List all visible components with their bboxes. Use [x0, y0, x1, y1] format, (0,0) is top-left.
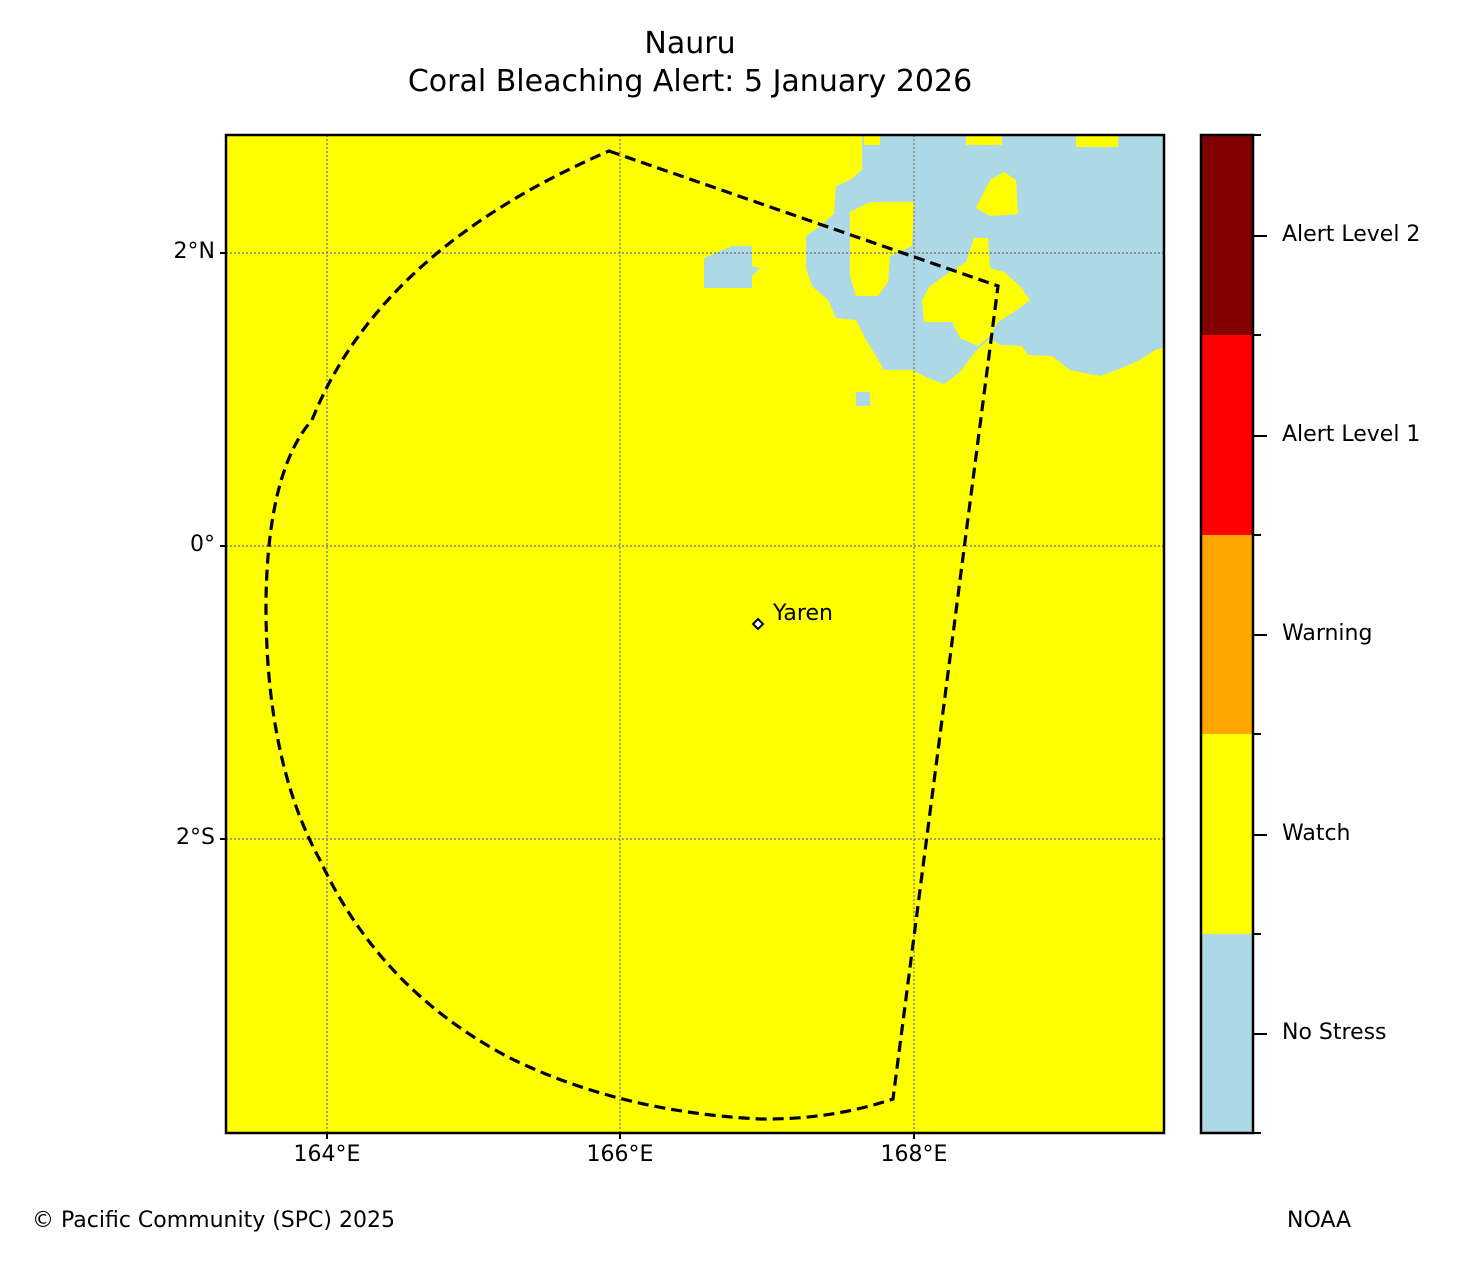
lon-label-166e: 166°E: [586, 1142, 654, 1167]
legend-label-alert-level-1: Alert Level 1: [1282, 422, 1421, 447]
nauru-island-marker: [751, 617, 765, 631]
gridlines: [226, 135, 1164, 1133]
colorbar-segment-no-stress: [1201, 934, 1253, 1133]
watch-patch: [922, 238, 1030, 346]
map-frame: [224, 133, 1166, 1135]
lon-label-168e: 168°E: [880, 1142, 948, 1167]
watch-patch: [864, 135, 880, 145]
colorbar-segment-alert-level-1: [1201, 335, 1253, 535]
place-label-yaren: Yaren: [772, 601, 833, 626]
legend-label-no-stress: No Stress: [1282, 1020, 1387, 1045]
map-title: Nauru: [644, 26, 736, 61]
watch-patch: [1076, 135, 1118, 147]
no-stress-patch: [856, 392, 870, 406]
colorbar-segment-alert-level-2: [1201, 135, 1253, 335]
legend-label-watch: Watch: [1282, 821, 1351, 846]
colorbar: [1199, 133, 1267, 1135]
watch-patch: [850, 202, 914, 296]
lat-label-2s: 2°S: [176, 825, 215, 850]
legend-label-warning: Warning: [1282, 621, 1373, 646]
copyright-credit: © Pacific Community (SPC) 2025: [32, 1208, 395, 1233]
lat-label-0: 0°: [190, 532, 215, 557]
axis-ticks: [220, 252, 915, 1139]
colorbar-segment-watch: [1201, 734, 1253, 934]
colorbar-ticks: [1253, 134, 1267, 1134]
watch-patch: [966, 135, 1002, 145]
lon-label-164e: 164°E: [293, 1142, 361, 1167]
map-subtitle: Coral Bleaching Alert: 5 January 2026: [407, 64, 973, 99]
watch-patch: [976, 172, 1018, 216]
colorbar-segment-warning: [1201, 535, 1253, 734]
legend-label-alert-level-2: Alert Level 2: [1282, 222, 1421, 247]
data-source: NOAA: [1287, 1208, 1352, 1233]
eez-boundary: [264, 149, 1000, 1121]
no-stress-patch: [704, 246, 760, 288]
lat-label-2n: 2°N: [173, 239, 215, 264]
